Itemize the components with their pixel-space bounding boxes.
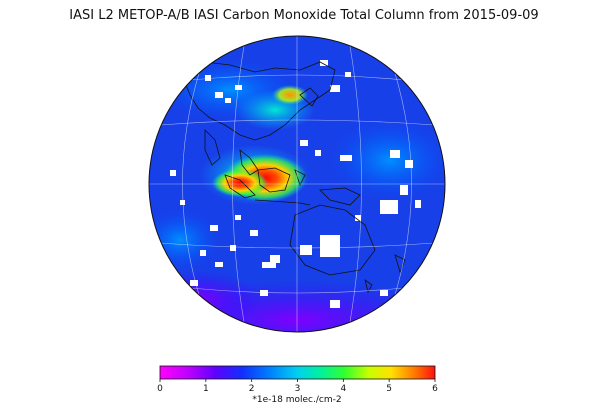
- graticule: [149, 36, 445, 332]
- map-title: IASI L2 METOP-A/B IASI Carbon Monoxide T…: [69, 8, 539, 23]
- colorbar-tick-label: 3: [295, 384, 301, 394]
- globe-outline: [148, 35, 446, 333]
- sumatra-co-hotspot: [212, 169, 268, 197]
- colorbar-unit-label: *1e-18 molec./cm-2: [252, 395, 341, 405]
- colorbar-gradient: [159, 365, 436, 380]
- pacific-medium-co: [330, 120, 445, 200]
- globe: [149, 36, 445, 332]
- indian-ocean-medium-co: [149, 210, 220, 270]
- colorbar-tick-label: 2: [249, 384, 255, 394]
- northeast-asia-co-plume: [272, 85, 308, 105]
- colorbar: 0 1 2 3 4 5 6 *1e-18 molec./cm-2: [157, 365, 438, 405]
- colorbar-tick-label: 6: [432, 384, 438, 394]
- missing-data-patches: [170, 60, 421, 308]
- colorbar-tick-label: 1: [203, 384, 209, 394]
- colorbar-tick-label: 0: [157, 384, 163, 394]
- colorbar-tick-label: 5: [386, 384, 392, 394]
- colorbar-ticks: 0 1 2 3 4 5 6: [157, 379, 438, 394]
- colorbar-tick-label: 4: [340, 384, 346, 394]
